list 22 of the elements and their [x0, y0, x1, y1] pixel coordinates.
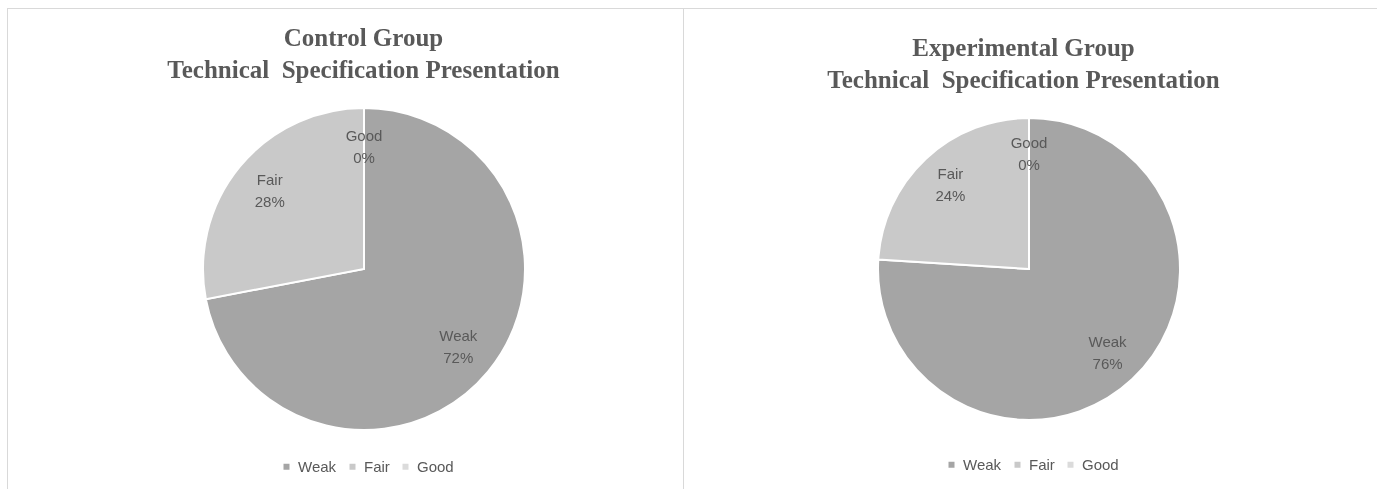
- data-label: 24%: [935, 187, 966, 205]
- text: 0%: [1018, 156, 1040, 174]
- legend-label: Weak: [298, 457, 337, 475]
- pie-slice: [204, 107, 526, 431]
- slice-label: Weak: [1088, 332, 1128, 350]
- legend-label: Weak: [963, 455, 1002, 473]
- category-label: Good: [1010, 134, 1048, 152]
- pie-slice: [877, 117, 1181, 421]
- chart-title: Experimental Group Technical Specification Presentation: [827, 34, 1220, 93]
- data-label: 76%: [1092, 354, 1123, 372]
- slice-label: Weak: [439, 327, 478, 344]
- legend-label: Good: [417, 457, 454, 475]
- data-label: 72%: [443, 349, 474, 366]
- chart-title: Control Group Technical Specification Presentation: [167, 24, 560, 83]
- slice-label: Fair: [256, 171, 283, 188]
- legend-label: Good: [1082, 455, 1119, 473]
- category-label: Good: [345, 126, 383, 144]
- legend-label: Fair: [364, 457, 390, 475]
- text: 0%: [353, 148, 375, 166]
- slice-label: Fair: [937, 165, 964, 183]
- data-label: 28%: [254, 193, 285, 210]
- legend-label: Fair: [1029, 455, 1055, 473]
